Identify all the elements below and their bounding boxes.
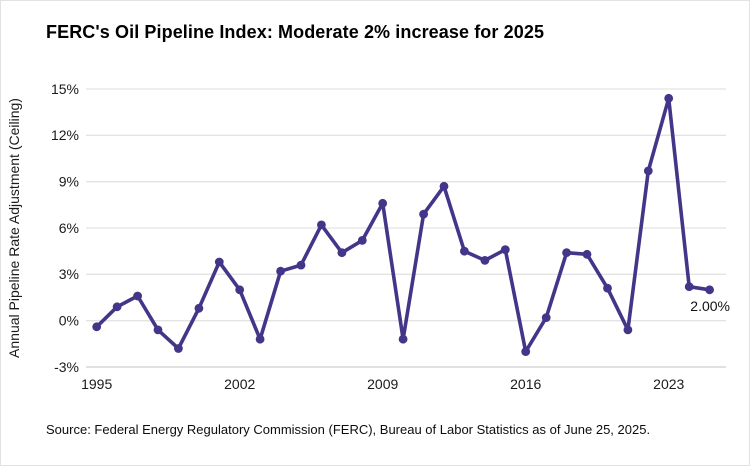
- data-point-2014: [480, 256, 490, 265]
- trend-line-series: [92, 93, 714, 356]
- x-tick-label-2016: 2016: [510, 376, 541, 392]
- chart-title: FERC's Oil Pipeline Index: Moderate 2% i…: [46, 22, 545, 42]
- last-value-annotation: 2.00%: [690, 298, 730, 314]
- data-point-2006: [317, 220, 326, 230]
- x-tick-label-2009: 2009: [367, 376, 398, 392]
- data-point-1999: [174, 344, 183, 353]
- data-point-1997: [133, 291, 143, 301]
- x-tick-label-1995: 1995: [81, 376, 112, 392]
- data-point-2025: [705, 285, 714, 295]
- data-point-2012: [439, 181, 449, 191]
- y-tick-label-9: 9%: [59, 173, 79, 189]
- y-tick-label-3: 3%: [59, 266, 79, 282]
- data-point-2000: [194, 303, 204, 313]
- data-point-2023: [664, 93, 674, 103]
- source-note: Source: Federal Energy Regulatory Commis…: [46, 422, 651, 437]
- data-point-2016: [521, 347, 531, 356]
- data-point-2005: [296, 260, 306, 270]
- data-point-2017: [541, 313, 551, 322]
- y-tick-label-6: 6%: [59, 220, 79, 236]
- y-tick-label--3: -3%: [54, 359, 79, 375]
- data-point-2004: [276, 266, 285, 276]
- data-point-2010: [398, 334, 408, 344]
- y-tick-label-15: 15%: [51, 81, 79, 97]
- data-point-2020: [603, 283, 612, 293]
- data-point-2015: [500, 245, 510, 255]
- data-point-2011: [419, 209, 428, 219]
- y-tick-label-12: 12%: [51, 127, 79, 143]
- data-point-1995: [92, 322, 102, 332]
- data-point-2001: [214, 257, 224, 267]
- data-point-2019: [582, 249, 592, 259]
- x-tick-label-2002: 2002: [224, 376, 255, 392]
- data-point-2018: [562, 248, 571, 258]
- trend-line: [94, 96, 712, 354]
- data-point-2022: [643, 166, 653, 176]
- data-point-2007: [337, 248, 347, 258]
- y-tick-label-0: 0%: [59, 312, 79, 328]
- data-point-2021: [623, 325, 633, 335]
- data-point-1996: [112, 302, 122, 312]
- data-point-2009: [378, 198, 388, 208]
- data-point-2008: [357, 236, 367, 245]
- data-point-2013: [460, 246, 469, 256]
- x-tick-label-2023: 2023: [653, 376, 684, 392]
- y-axis-title: Annual Pipeline Rate Adjustment (Ceiling…: [6, 98, 22, 358]
- data-point-2003: [255, 334, 265, 344]
- data-point-1998: [153, 325, 163, 335]
- data-point-2024: [684, 282, 694, 292]
- axis-tick-labels: 15% 12% 9% 6% 3% 0% -3%1995 2002 2009 2016 2023: [51, 81, 685, 392]
- data-point-2002: [235, 285, 245, 295]
